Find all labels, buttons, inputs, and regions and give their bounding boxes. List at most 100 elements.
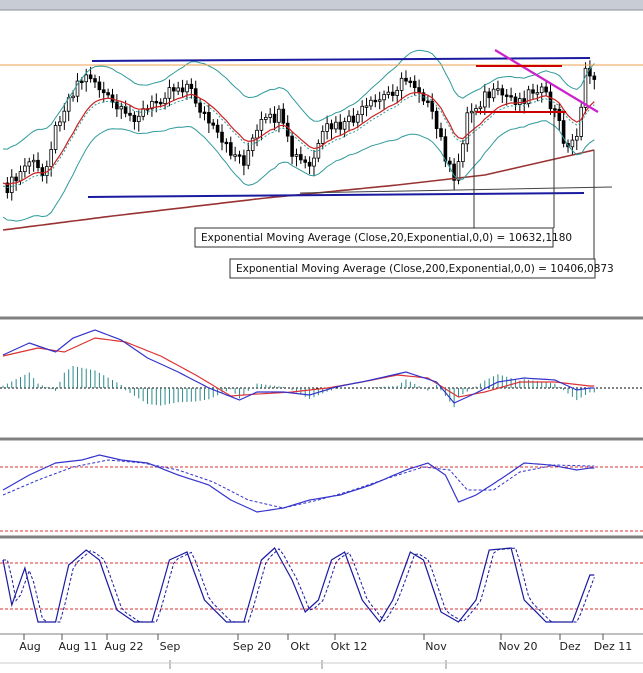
- candle-bearish: [500, 88, 505, 96]
- candle-bearish: [290, 135, 294, 157]
- candle-bullish: [386, 91, 391, 95]
- candle-bullish: [246, 150, 251, 166]
- candle-bearish: [132, 114, 137, 123]
- candle-bearish: [106, 92, 110, 96]
- candle-bullish: [49, 149, 53, 168]
- candle-bearish: [412, 80, 417, 89]
- candle-bullish: [255, 129, 259, 139]
- candle-bullish: [399, 77, 404, 91]
- annotation-ema20-text: Exponential Moving Average (Close,20,Exp…: [201, 232, 572, 244]
- channel-lower-line: [87, 192, 585, 198]
- annotation-ema200: Exponential Moving Average (Close,200,Ex…: [229, 258, 614, 279]
- candle-bullish: [277, 108, 281, 123]
- candle-bullish: [233, 154, 237, 157]
- x-tick-label: Okt: [290, 640, 310, 653]
- rsi-line: [2, 454, 595, 513]
- x-axis: Aug Aug 11 Aug 22 Sep Sep 20 Okt Okt 12 Nov Nov …: [0, 634, 643, 669]
- stochastic-d-line: [3, 547, 595, 623]
- candle-bearish: [557, 108, 562, 122]
- annotation-ema20: Exponential Moving Average (Close,20,Exp…: [194, 227, 572, 248]
- candle-bearish: [171, 87, 176, 92]
- rsi-signal-line: [2, 459, 595, 509]
- candle-bullish: [312, 157, 316, 167]
- candle-bullish: [259, 119, 264, 131]
- candle-bullish: [23, 165, 27, 172]
- macd-signal-line: [2, 337, 595, 398]
- candle-bearish: [504, 94, 509, 97]
- candle-bullish: [377, 99, 382, 102]
- candle-bullish: [535, 92, 540, 95]
- candle-bearish: [553, 108, 557, 111]
- x-tick-label: Aug 22: [105, 640, 144, 653]
- candle-bearish: [307, 161, 312, 167]
- candle-bullish: [583, 67, 588, 108]
- candle-bearish: [522, 98, 526, 104]
- candle-bullish: [263, 117, 268, 120]
- x-tick-label: Sep: [160, 640, 181, 653]
- candle-bearish: [303, 159, 307, 163]
- candle-bullish: [456, 161, 461, 181]
- candle-bearish: [439, 128, 443, 138]
- top-bar: [0, 0, 643, 10]
- bollinger-lower: [2, 120, 595, 222]
- candle-bearish: [80, 80, 84, 83]
- candle-bullish: [136, 115, 141, 123]
- candle-bullish: [465, 112, 470, 145]
- candle-bullish: [575, 135, 579, 141]
- candle-bearish: [298, 154, 303, 161]
- candle-bullish: [185, 83, 189, 93]
- candle-bullish: [325, 123, 329, 132]
- candle-bearish: [417, 87, 421, 94]
- candle-bullish: [119, 106, 124, 110]
- candle-bearish: [408, 80, 413, 83]
- candle-bearish: [14, 176, 18, 182]
- candle-bullish: [518, 98, 522, 105]
- ema20-line: [2, 91, 595, 186]
- candle-bullish: [342, 121, 347, 130]
- x-tick-label: Sep 20: [233, 640, 271, 653]
- candle-bearish: [544, 86, 548, 93]
- candle-bullish: [364, 105, 369, 108]
- x-tick-label: Dez 11: [594, 640, 633, 653]
- candle-bearish: [128, 112, 132, 116]
- candle-bearish: [351, 115, 356, 123]
- candle-bullish: [58, 121, 62, 126]
- candle-bearish: [97, 81, 102, 91]
- candle-bearish: [426, 100, 430, 103]
- candle-bearish: [338, 121, 343, 130]
- candle-bullish: [75, 80, 80, 97]
- candle-bearish: [228, 142, 233, 156]
- candle-bullish: [382, 94, 386, 101]
- candle-bullish: [496, 88, 500, 91]
- candle-bearish: [434, 110, 439, 130]
- candle-bullish: [570, 139, 575, 148]
- candle-bearish: [373, 99, 378, 103]
- candle-bullish: [71, 95, 75, 99]
- annotation-ema200-text: Exponential Moving Average (Close,200,Ex…: [236, 263, 614, 275]
- candle-bearish: [220, 131, 224, 143]
- candle-bearish: [215, 124, 220, 133]
- x-tick-label: Nov: [425, 640, 447, 653]
- candle-bullish: [491, 88, 496, 99]
- x-tick-label: Aug: [19, 640, 40, 653]
- candle-bearish: [281, 108, 286, 124]
- candle-bullish: [360, 105, 364, 116]
- candle-bearish: [592, 75, 597, 80]
- candle-bullish: [526, 89, 531, 104]
- candle-bullish: [461, 143, 465, 163]
- bollinger-middle: [2, 95, 595, 189]
- candle-bearish: [93, 78, 97, 83]
- candle-bullish: [347, 115, 351, 122]
- macd-line: [2, 329, 595, 404]
- candle-bullish: [469, 110, 474, 114]
- candle-bearish: [430, 100, 434, 112]
- stochastic-k-line: [2, 547, 595, 624]
- candle-bullish: [31, 159, 36, 163]
- candle-bullish: [18, 171, 23, 182]
- candle-bearish: [272, 113, 277, 123]
- candle-bullish: [53, 125, 58, 150]
- bollinger-upper: [2, 49, 595, 150]
- candle-bullish: [167, 87, 172, 99]
